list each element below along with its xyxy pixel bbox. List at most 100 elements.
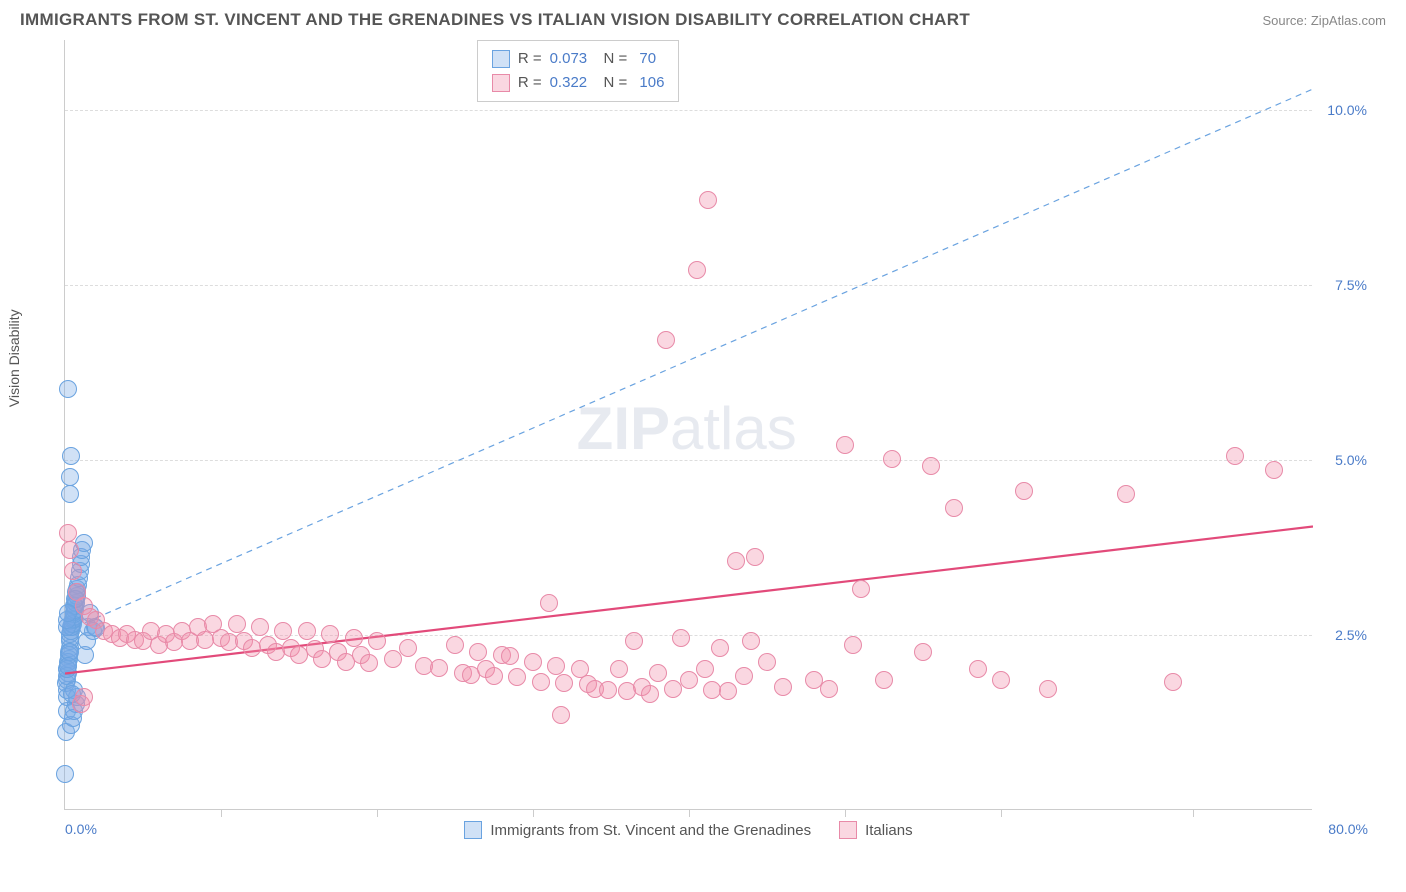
data-point <box>1039 680 1057 698</box>
legend-label: Italians <box>865 822 913 839</box>
data-point <box>599 681 617 699</box>
data-point <box>251 618 269 636</box>
data-point <box>540 594 558 612</box>
watermark: ZIPatlas <box>577 394 797 463</box>
stats-n-label: N = <box>595 47 627 71</box>
data-point <box>552 706 570 724</box>
legend-label: Immigrants from St. Vincent and the Gren… <box>490 822 811 839</box>
data-point <box>852 580 870 598</box>
x-tick <box>689 809 690 817</box>
gridline <box>65 460 1312 461</box>
data-point <box>532 673 550 691</box>
y-tick-label: 10.0% <box>1327 102 1367 118</box>
x-tick-label: 80.0% <box>1328 821 1368 837</box>
data-point <box>774 678 792 696</box>
x-tick <box>1001 809 1002 817</box>
data-point <box>820 680 838 698</box>
data-point <box>469 643 487 661</box>
data-point <box>641 685 659 703</box>
data-point <box>1226 447 1244 465</box>
stats-row: R = 0.073 N = 70 <box>492 47 665 71</box>
stats-r-label: R = <box>518 47 542 71</box>
data-point <box>59 657 77 675</box>
data-point <box>61 541 79 559</box>
data-point <box>1164 673 1182 691</box>
stats-r-label: R = <box>518 71 542 95</box>
chart-container: Vision Disability 2.5%5.0%7.5%10.0%0.0%8… <box>20 38 1386 858</box>
data-point <box>1015 482 1033 500</box>
data-point <box>719 682 737 700</box>
data-point <box>555 674 573 692</box>
legend-item: Italians <box>839 821 913 839</box>
y-tick-label: 2.5% <box>1335 627 1367 643</box>
data-point <box>696 660 714 678</box>
stats-box: R = 0.073 N = 70 R = 0.322 N = 106 <box>477 40 680 102</box>
stats-n-value: 106 <box>635 71 664 95</box>
data-point <box>59 380 77 398</box>
legend-swatch <box>492 50 510 68</box>
x-tick-label: 0.0% <box>65 821 97 837</box>
x-tick <box>845 809 846 817</box>
data-point <box>883 450 901 468</box>
data-point <box>61 468 79 486</box>
chart-header: IMMIGRANTS FROM ST. VINCENT AND THE GREN… <box>0 0 1406 38</box>
legend-swatch <box>464 821 482 839</box>
x-tick <box>1193 809 1194 817</box>
data-point <box>430 659 448 677</box>
data-point <box>672 629 690 647</box>
data-point <box>914 643 932 661</box>
legend-item: Immigrants from St. Vincent and the Gren… <box>464 821 811 839</box>
trendline-svg_immigrants <box>65 40 1313 810</box>
source-label: Source: ZipAtlas.com <box>1262 13 1386 28</box>
gridline <box>65 285 1312 286</box>
stats-n-value: 70 <box>635 47 656 71</box>
bottom-legend: Immigrants from St. Vincent and the Gren… <box>464 821 912 839</box>
data-point <box>75 688 93 706</box>
data-point <box>610 660 628 678</box>
stats-r-value: 0.322 <box>550 71 588 95</box>
data-point <box>625 632 643 650</box>
data-point <box>922 457 940 475</box>
data-point <box>688 261 706 279</box>
data-point <box>711 639 729 657</box>
data-point <box>735 667 753 685</box>
data-point <box>969 660 987 678</box>
data-point <box>62 447 80 465</box>
data-point <box>758 653 776 671</box>
data-point <box>56 765 74 783</box>
data-point <box>59 524 77 542</box>
y-tick-label: 5.0% <box>1335 452 1367 468</box>
legend-swatch <box>492 74 510 92</box>
data-point <box>321 625 339 643</box>
data-point <box>508 668 526 686</box>
data-point <box>1117 485 1135 503</box>
data-point <box>547 657 565 675</box>
data-point <box>844 636 862 654</box>
data-point <box>992 671 1010 689</box>
stats-row: R = 0.322 N = 106 <box>492 71 665 95</box>
data-point <box>657 331 675 349</box>
data-point <box>1265 461 1283 479</box>
data-point <box>368 632 386 650</box>
data-point <box>649 664 667 682</box>
data-point <box>875 671 893 689</box>
chart-title: IMMIGRANTS FROM ST. VINCENT AND THE GREN… <box>20 10 970 30</box>
data-point <box>345 629 363 647</box>
data-point <box>501 647 519 665</box>
data-point <box>680 671 698 689</box>
data-point <box>384 650 402 668</box>
y-tick-label: 7.5% <box>1335 277 1367 293</box>
data-point <box>446 636 464 654</box>
legend-swatch <box>839 821 857 839</box>
data-point <box>742 632 760 650</box>
x-tick <box>533 809 534 817</box>
data-point <box>524 653 542 671</box>
stats-n-label: N = <box>595 71 627 95</box>
data-point <box>485 667 503 685</box>
x-tick <box>377 809 378 817</box>
gridline <box>65 110 1312 111</box>
data-point <box>399 639 417 657</box>
data-point <box>746 548 764 566</box>
data-point <box>228 615 246 633</box>
stats-r-value: 0.073 <box>550 47 588 71</box>
